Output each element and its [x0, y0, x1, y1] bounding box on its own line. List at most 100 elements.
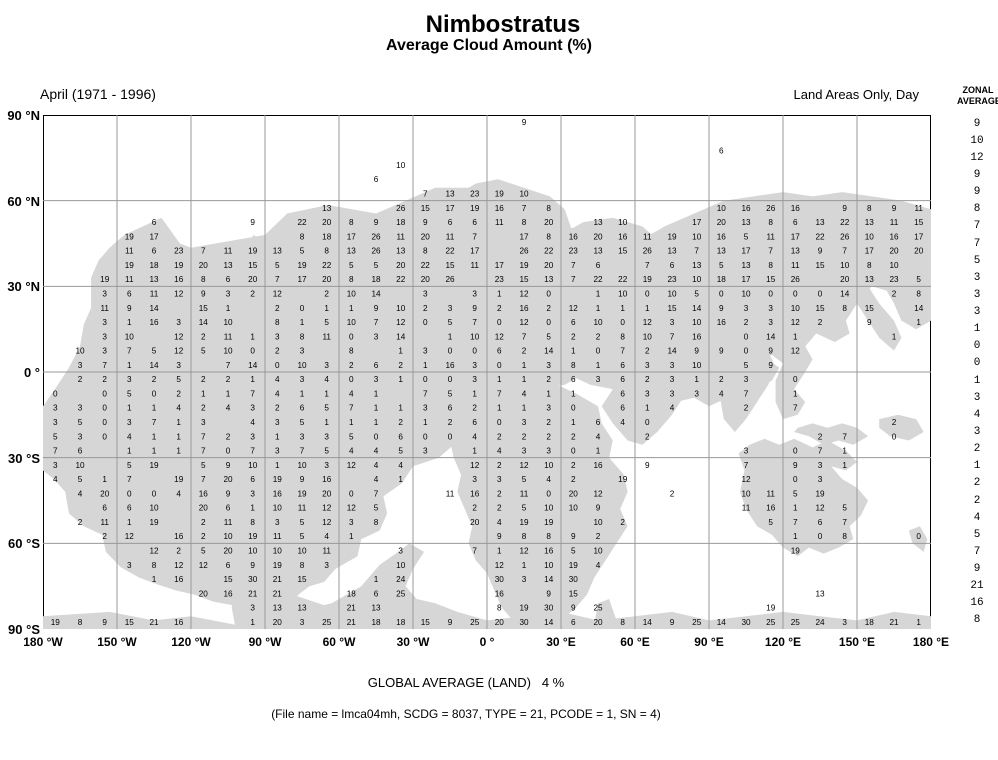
svg-text:18: 18 [371, 618, 381, 627]
svg-text:5: 5 [694, 290, 699, 299]
svg-text:10: 10 [149, 504, 159, 513]
svg-text:9: 9 [127, 304, 132, 313]
svg-text:11: 11 [446, 232, 455, 241]
svg-text:10: 10 [692, 275, 702, 284]
svg-text:3: 3 [448, 304, 453, 313]
svg-text:12: 12 [519, 547, 529, 556]
svg-text:7: 7 [300, 447, 305, 456]
svg-text:14: 14 [149, 304, 159, 313]
svg-text:19: 19 [125, 261, 135, 270]
svg-text:10: 10 [396, 304, 406, 313]
svg-text:26: 26 [643, 247, 653, 256]
svg-text:16: 16 [593, 461, 603, 470]
svg-text:4: 4 [374, 475, 379, 484]
svg-text:10: 10 [593, 518, 603, 527]
svg-text:1: 1 [596, 290, 601, 299]
svg-text:14: 14 [692, 304, 702, 313]
svg-text:7: 7 [842, 432, 847, 441]
svg-text:11: 11 [273, 532, 282, 541]
svg-text:18: 18 [149, 261, 159, 270]
svg-text:3: 3 [324, 432, 329, 441]
svg-text:6: 6 [374, 589, 379, 598]
svg-text:2: 2 [152, 375, 157, 384]
svg-text:5: 5 [324, 404, 329, 413]
svg-text:5: 5 [349, 432, 354, 441]
svg-text:8: 8 [916, 290, 921, 299]
svg-text:10: 10 [223, 347, 233, 356]
svg-text:8: 8 [768, 261, 773, 270]
svg-text:7: 7 [768, 247, 773, 256]
svg-text:1: 1 [275, 432, 280, 441]
svg-text:3: 3 [78, 361, 83, 370]
svg-text:2: 2 [645, 375, 650, 384]
svg-text:5: 5 [522, 504, 527, 513]
svg-text:8: 8 [374, 518, 379, 527]
svg-text:2: 2 [226, 432, 231, 441]
svg-text:0: 0 [349, 489, 354, 498]
svg-text:2: 2 [448, 418, 453, 427]
svg-text:1: 1 [398, 375, 403, 384]
svg-text:23: 23 [889, 275, 899, 284]
svg-text:16: 16 [174, 618, 184, 627]
svg-text:2: 2 [620, 518, 625, 527]
svg-text:3: 3 [324, 361, 329, 370]
svg-text:17: 17 [495, 261, 505, 270]
svg-text:11: 11 [914, 204, 923, 213]
svg-text:10: 10 [865, 232, 875, 241]
svg-text:14: 14 [766, 332, 776, 341]
svg-text:5: 5 [78, 418, 83, 427]
svg-text:25: 25 [593, 604, 603, 613]
svg-text:4: 4 [497, 447, 502, 456]
svg-text:20: 20 [421, 232, 431, 241]
svg-text:12: 12 [815, 504, 825, 513]
svg-text:8: 8 [423, 247, 428, 256]
svg-text:10: 10 [75, 347, 85, 356]
svg-text:20: 20 [322, 218, 332, 227]
svg-text:24: 24 [396, 575, 406, 584]
svg-text:0: 0 [300, 304, 305, 313]
svg-text:2: 2 [275, 304, 280, 313]
svg-text:11: 11 [298, 504, 307, 513]
svg-text:17: 17 [445, 204, 455, 213]
svg-text:2: 2 [423, 304, 428, 313]
svg-text:7: 7 [793, 518, 798, 527]
svg-text:1: 1 [546, 389, 551, 398]
svg-text:14: 14 [914, 304, 924, 313]
svg-text:8: 8 [78, 618, 83, 627]
svg-text:20: 20 [223, 547, 233, 556]
svg-text:5: 5 [374, 261, 379, 270]
svg-text:11: 11 [100, 304, 109, 313]
svg-text:15: 15 [865, 304, 875, 313]
svg-text:1: 1 [250, 332, 255, 341]
svg-text:15: 15 [914, 218, 924, 227]
svg-text:2: 2 [398, 418, 403, 427]
svg-text:1: 1 [176, 432, 181, 441]
svg-text:2: 2 [645, 347, 650, 356]
svg-text:0: 0 [546, 290, 551, 299]
svg-text:2: 2 [892, 418, 897, 427]
svg-text:21: 21 [273, 589, 283, 598]
svg-text:1: 1 [275, 461, 280, 470]
svg-text:10: 10 [667, 290, 677, 299]
svg-text:6: 6 [152, 247, 157, 256]
svg-text:1: 1 [596, 304, 601, 313]
svg-text:11: 11 [643, 232, 652, 241]
svg-text:0: 0 [152, 489, 157, 498]
svg-text:1: 1 [152, 575, 157, 584]
svg-text:9: 9 [522, 118, 527, 127]
svg-text:7: 7 [349, 404, 354, 413]
svg-text:19: 19 [100, 275, 110, 284]
svg-text:6: 6 [472, 418, 477, 427]
svg-text:2: 2 [596, 532, 601, 541]
svg-text:20: 20 [840, 275, 850, 284]
svg-text:3: 3 [275, 418, 280, 427]
svg-text:10: 10 [273, 547, 283, 556]
svg-text:1: 1 [152, 404, 157, 413]
svg-text:8: 8 [300, 232, 305, 241]
svg-text:21: 21 [149, 618, 159, 627]
svg-text:3: 3 [250, 404, 255, 413]
svg-text:5: 5 [300, 518, 305, 527]
svg-text:0: 0 [645, 418, 650, 427]
svg-text:18: 18 [371, 275, 381, 284]
svg-text:6: 6 [152, 218, 157, 227]
